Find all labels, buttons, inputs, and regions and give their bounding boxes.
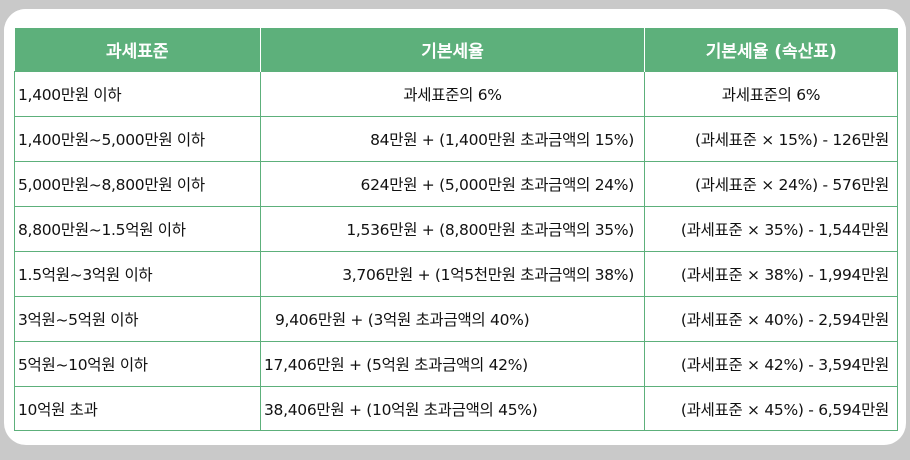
basic-rate-cell: 과세표준의 6% xyxy=(260,71,645,117)
tax-base-cell: 1,400만원 이하 xyxy=(14,71,261,117)
basic-rate-cell: 624만원 + (5,000만원 초과금액의 24%) xyxy=(260,161,645,207)
table-row: 5,000만원~8,800만원 이하 624만원 + (5,000만원 초과금액… xyxy=(14,161,898,207)
basic-rate-cell: 9,406만원 + (3억원 초과금액의 40%) xyxy=(260,296,645,342)
table-row: 10억원 초과 38,406만원 + (10억원 초과금액의 45%) (과세표… xyxy=(14,386,898,431)
header-basic-rate: 기본세율 xyxy=(260,28,645,72)
quick-rate-cell: (과세표준 × 15%) - 126만원 xyxy=(644,116,898,162)
table-row: 1.5억원~3억원 이하 3,706만원 + (1억5천만원 초과금액의 38%… xyxy=(14,251,898,297)
tax-base-cell: 10억원 초과 xyxy=(14,386,261,431)
header-quick-rate: 기본세율 (속산표) xyxy=(644,28,898,72)
quick-rate-cell: 과세표준의 6% xyxy=(644,71,898,117)
table-row: 5억원~10억원 이하 17,406만원 + (5억원 초과금액의 42%) (… xyxy=(14,341,898,387)
table-row: 3억원~5억원 이하 9,406만원 + (3억원 초과금액의 40%) (과세… xyxy=(14,296,898,342)
basic-rate-cell: 3,706만원 + (1억5천만원 초과금액의 38%) xyxy=(260,251,645,297)
basic-rate-cell: 17,406만원 + (5억원 초과금액의 42%) xyxy=(260,341,645,387)
table-header-row: 과세표준 기본세율 기본세율 (속산표) xyxy=(14,28,898,72)
basic-rate-cell: 1,536만원 + (8,800만원 초과금액의 35%) xyxy=(260,206,645,252)
quick-rate-cell: (과세표준 × 38%) - 1,994만원 xyxy=(644,251,898,297)
table-row: 8,800만원~1.5억원 이하 1,536만원 + (8,800만원 초과금액… xyxy=(14,206,898,252)
tax-rate-card: 과세표준 기본세율 기본세율 (속산표) 1,400만원 이하 과세표준의 6%… xyxy=(4,9,906,445)
tax-base-cell: 5,000만원~8,800만원 이하 xyxy=(14,161,261,207)
basic-rate-cell: 84만원 + (1,400만원 초과금액의 15%) xyxy=(260,116,645,162)
table-row: 1,400만원 이하 과세표준의 6% 과세표준의 6% xyxy=(14,71,898,117)
table-row: 1,400만원~5,000만원 이하 84만원 + (1,400만원 초과금액의… xyxy=(14,116,898,162)
tax-base-cell: 8,800만원~1.5억원 이하 xyxy=(14,206,261,252)
quick-rate-cell: (과세표준 × 35%) - 1,544만원 xyxy=(644,206,898,252)
tax-base-cell: 5억원~10억원 이하 xyxy=(14,341,261,387)
quick-rate-cell: (과세표준 × 24%) - 576만원 xyxy=(644,161,898,207)
header-tax-base: 과세표준 xyxy=(14,28,261,72)
quick-rate-cell: (과세표준 × 42%) - 3,594만원 xyxy=(644,341,898,387)
basic-rate-cell: 38,406만원 + (10억원 초과금액의 45%) xyxy=(260,386,645,431)
tax-rate-table: 과세표준 기본세율 기본세율 (속산표) 1,400만원 이하 과세표준의 6%… xyxy=(14,28,898,431)
tax-base-cell: 1.5억원~3억원 이하 xyxy=(14,251,261,297)
tax-base-cell: 3억원~5억원 이하 xyxy=(14,296,261,342)
quick-rate-cell: (과세표준 × 40%) - 2,594만원 xyxy=(644,296,898,342)
quick-rate-cell: (과세표준 × 45%) - 6,594만원 xyxy=(644,386,898,431)
tax-base-cell: 1,400만원~5,000만원 이하 xyxy=(14,116,261,162)
